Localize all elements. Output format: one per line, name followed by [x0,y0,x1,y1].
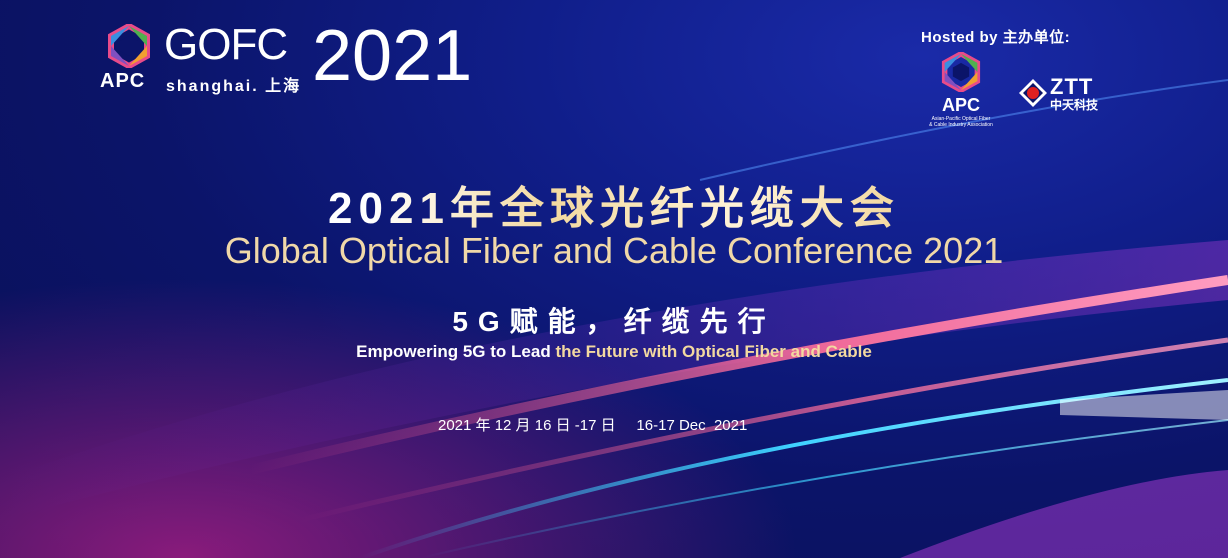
ztt-name: ZTT [1050,74,1094,99]
location-label: shanghai. 上海 [166,78,302,95]
event-date: 2021 年 12 月 16 日 -17 日 16-17 Dec 2021 [438,417,748,434]
ztt-emblem-icon [1019,79,1047,107]
apc-hexagon-icon [108,24,150,68]
hosted-by-label: Hosted by 主办单位: [921,29,1071,46]
apc-host-sub-1: Asian-Pacific Optical Fiber [931,116,991,122]
apc-host-logo: APC Asian-Pacific Optical Fiber & Cable … [920,50,1002,132]
apc-hexagon-icon [941,50,981,94]
slogan-english: Empowering 5G to Lead the Future with Op… [0,342,1228,362]
title-english: Global Optical Fiber and Cable Conferenc… [224,230,1004,271]
ztt-cn-name: 中天科技 [1050,98,1099,112]
slogan-chinese: 5G赋能，纤缆先行 [452,306,776,337]
apc-host-sub-2: & Cable Industry Association [929,122,993,128]
apc-host-name: APC [941,95,980,115]
slogan-english-part1: Empowering 5G to Lead [356,342,556,361]
slogan-english-part2: the Future with Optical Fiber and Cable [555,342,872,361]
year-label: 2021 [312,16,473,96]
gofc-logo: APC GOFC shanghai. 上海 2021 [100,16,480,96]
gofc-label: GOFC [164,20,288,69]
apc-label: APC [100,70,146,92]
title-chinese: 2021年全球光纤光缆大会 [0,172,1228,236]
ztt-logo: ZTT 中天科技 [1018,74,1113,114]
